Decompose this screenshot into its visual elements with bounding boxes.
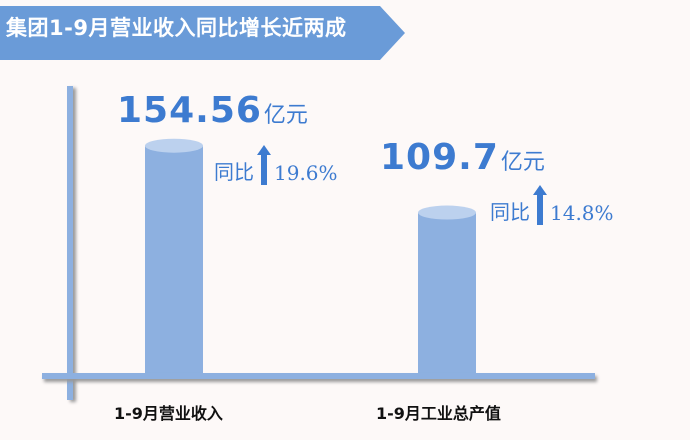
arrow-up-icon — [533, 185, 547, 225]
bar-1 — [145, 138, 203, 376]
title-banner — [0, 6, 405, 60]
x-axis-line — [42, 373, 595, 379]
value-label-2: 109.7亿元 — [380, 137, 545, 178]
yoy-label-2: 同比 14.8% — [490, 185, 614, 225]
category-label-1: 1-9月营业收入 — [114, 404, 223, 423]
bar-body — [418, 212, 476, 376]
category-label-2: 1-9月工业总产值 — [376, 404, 501, 423]
value-label-1: 154.56亿元 — [117, 90, 308, 131]
bar-top — [418, 205, 476, 220]
bar-2 — [418, 205, 476, 376]
bar-top — [145, 138, 203, 153]
yoy-label-1: 同比 19.6% — [214, 145, 338, 185]
page-title: 集团1-9月营业收入同比增长近两成 — [6, 16, 347, 40]
bar-body — [145, 145, 203, 376]
y-axis-line — [67, 86, 73, 400]
arrow-up-icon — [257, 145, 271, 185]
